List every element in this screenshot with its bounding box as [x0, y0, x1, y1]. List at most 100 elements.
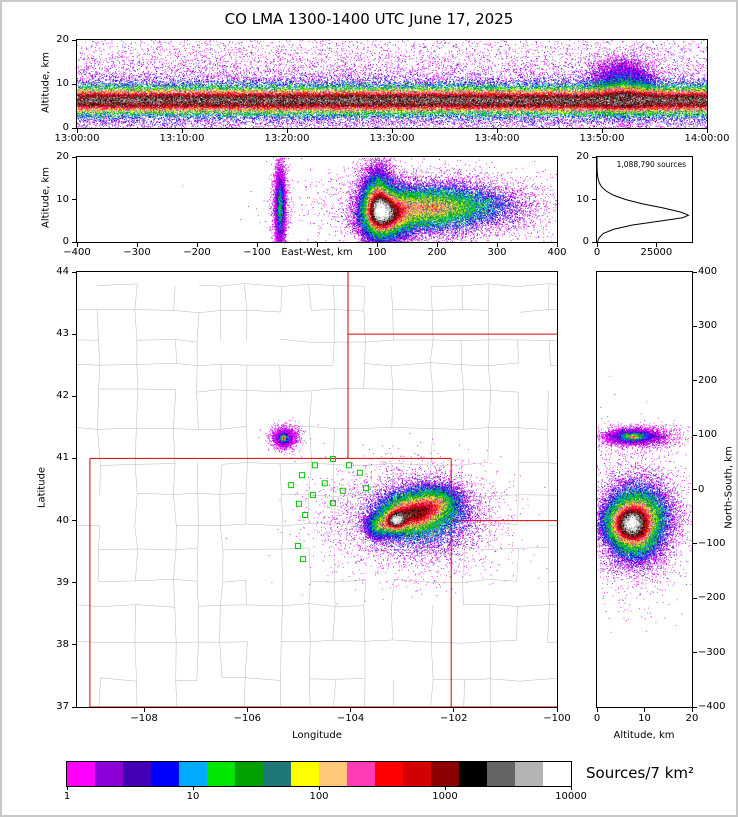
colorbar-segment	[543, 762, 571, 786]
y-tick-mark	[72, 156, 76, 158]
histogram-canvas	[596, 156, 693, 243]
x-tick-mark	[556, 708, 558, 712]
x-tick-mark	[181, 129, 183, 133]
colorbar-segment	[95, 762, 123, 786]
x-tick-label: 10	[638, 713, 651, 724]
colorbar-segment	[207, 762, 235, 786]
y-tick-label: 0	[62, 122, 69, 133]
y-tick-mark	[72, 241, 76, 243]
y-tick-mark	[693, 706, 697, 708]
y-tick-label: 20	[576, 151, 589, 162]
x-tick-mark	[556, 243, 558, 247]
y-tick-label: 20	[56, 151, 69, 162]
y-tick-mark	[72, 271, 76, 273]
ew-altitude-canvas	[76, 156, 558, 243]
x-tick-label: 13:20:00	[264, 133, 310, 144]
y-tick-mark	[693, 380, 697, 382]
colorbar-tick-label: 1000	[432, 791, 458, 802]
y-tick-mark	[72, 706, 76, 708]
x-tick-label: 100	[367, 247, 387, 258]
y-tick-label: 41	[56, 452, 69, 464]
colorbar-segment	[403, 762, 431, 786]
x-tick-label: −108	[130, 713, 158, 724]
y-tick-label: 0	[582, 236, 589, 247]
x-tick-mark	[644, 708, 645, 712]
y-tick-mark	[592, 199, 596, 200]
colorbar-segment	[291, 762, 319, 786]
colorbar-segment	[67, 762, 95, 786]
colorbar	[66, 761, 572, 787]
y-tick-mark	[693, 325, 697, 327]
y-tick-label: 0	[698, 483, 705, 495]
colorbar-tick-label: 100	[309, 791, 329, 802]
x-tick-mark	[286, 129, 288, 133]
colorbar-segment	[515, 762, 543, 786]
x-tick-label: 200	[427, 247, 447, 258]
y-tick-label: 37	[56, 701, 69, 712]
colorbar-tick-mark	[318, 787, 320, 790]
y-tick-label: 400	[698, 266, 718, 277]
x-tick-label: −300	[123, 247, 151, 258]
ns-altitude-canvas	[596, 271, 693, 708]
x-tick-mark	[136, 243, 138, 247]
total-sources-annotation: 1,088,790 sources	[616, 160, 686, 169]
x-tick-label: −200	[183, 247, 211, 258]
ns-x-axis-label: Altitude, km	[613, 730, 675, 741]
x-tick-label: 13:50:00	[579, 133, 625, 144]
x-tick-mark	[436, 243, 438, 247]
colorbar-tick-label: 10	[186, 791, 200, 802]
y-tick-label: −300	[698, 646, 726, 658]
x-tick-mark	[316, 243, 318, 247]
x-tick-mark	[143, 708, 145, 712]
ew-x-axis-label: East-West, km	[281, 247, 353, 258]
colorbar-tick-label: 10000	[555, 791, 587, 802]
y-tick-label: 42	[56, 390, 69, 402]
colorbar-segment	[347, 762, 375, 786]
x-tick-mark	[601, 129, 603, 133]
x-tick-label: −106	[233, 713, 262, 724]
x-tick-mark	[76, 243, 78, 247]
y-tick-mark	[72, 582, 76, 584]
y-tick-label: 20	[56, 34, 69, 45]
x-tick-label: 13:10:00	[159, 133, 205, 144]
x-tick-label: −400	[63, 247, 91, 258]
x-tick-label: 13:40:00	[474, 133, 520, 144]
x-tick-mark	[350, 708, 352, 712]
y-tick-mark	[693, 597, 697, 599]
colorbar-segment	[123, 762, 151, 786]
colorbar-segment	[263, 762, 291, 786]
x-tick-label: 25000	[640, 247, 673, 258]
x-tick-mark	[246, 708, 248, 712]
y-tick-label: 39	[56, 576, 69, 588]
colorbar-tick-mark	[192, 787, 194, 790]
ns-y-axis-label: North-South, km	[723, 446, 735, 529]
map-canvas	[76, 271, 558, 708]
y-tick-label: 10	[56, 193, 69, 205]
x-tick-label: 14:00:00	[684, 133, 730, 144]
y-tick-mark	[592, 241, 596, 243]
colorbar-tick-mark	[444, 787, 446, 790]
y-tick-mark	[72, 395, 76, 397]
y-tick-label: 40	[56, 514, 69, 526]
colorbar-tick-mark	[570, 787, 572, 790]
x-tick-label: 400	[547, 247, 567, 258]
colorbar-tick-mark	[66, 787, 68, 790]
y-tick-mark	[693, 271, 697, 273]
y-tick-mark	[693, 543, 697, 545]
x-tick-label: 300	[487, 247, 507, 258]
x-tick-label: −100	[543, 713, 571, 724]
colorbar-segment	[179, 762, 207, 786]
x-tick-mark	[706, 129, 708, 133]
y-tick-label: −400	[698, 701, 726, 712]
colorbar-segment	[151, 762, 179, 786]
x-tick-label: −100	[243, 247, 271, 258]
y-tick-label: −200	[698, 592, 726, 604]
y-tick-mark	[693, 434, 697, 436]
colorbar-tick-label: 1	[63, 791, 71, 802]
y-tick-mark	[72, 457, 76, 459]
y-tick-label: 10	[576, 193, 589, 205]
y-tick-mark	[693, 489, 697, 490]
x-tick-mark	[196, 243, 198, 247]
y-tick-label: 43	[56, 328, 69, 340]
